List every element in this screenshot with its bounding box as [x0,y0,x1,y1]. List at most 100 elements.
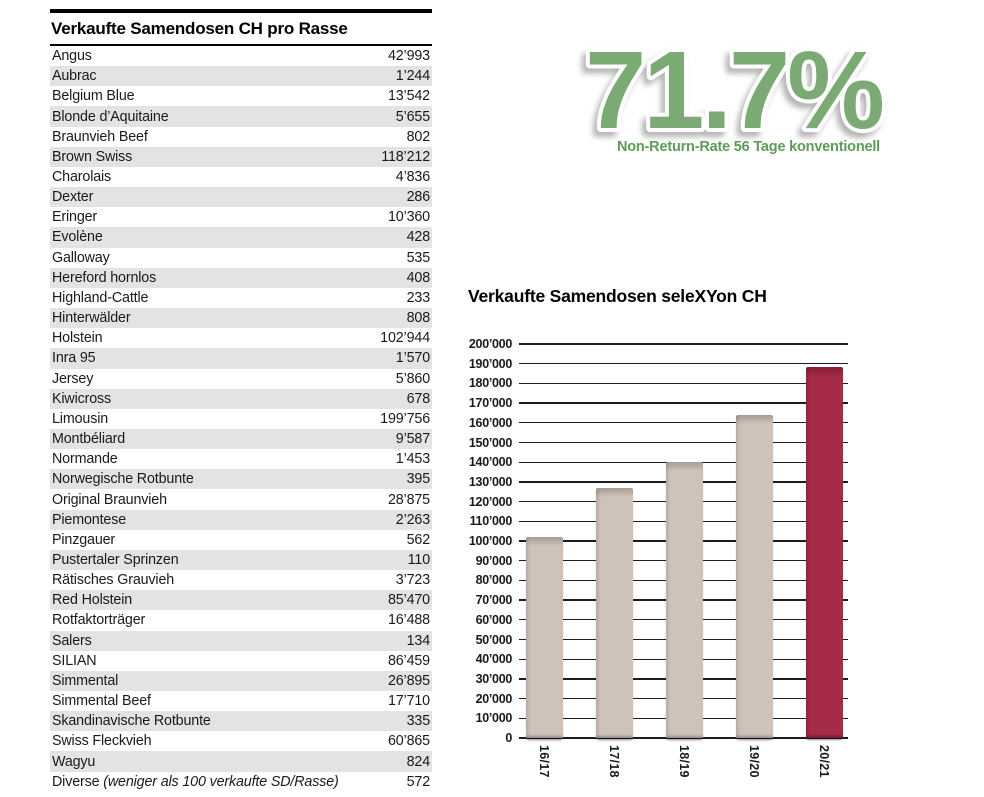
table-row: Holstein 102’944 [50,328,432,348]
breed-value: 395 [406,471,431,488]
breed-value: 26’895 [387,672,430,689]
y-axis-tick-label: 110’000 [469,514,513,529]
y-axis-tick-label: 170’000 [468,396,512,411]
breed-name: Wagyu [52,753,96,770]
table-row: Wagyu 824 [50,751,432,772]
breed-name: Highland-Cattle [52,289,149,306]
breed-value: 85’470 [387,592,430,609]
breed-name: Salers [52,632,92,649]
table-row: Rätisches Grauvieh 3’723 [50,570,432,590]
breed-value: 110 [407,551,430,568]
y-axis-tick-label: 0 [505,731,512,745]
breed-value: 808 [406,310,431,327]
breed-value: 1’570 [395,350,430,367]
breed-name: Kiwicross [52,390,112,407]
breed-value: 13’542 [387,88,430,105]
breed-value: 102’944 [380,330,430,347]
breed-name: Red Holstein [52,592,133,609]
breed-value: 5’860 [395,370,430,387]
breed-name: Inra 95 [52,350,96,367]
breed-value: 5’655 [395,108,430,125]
y-axis-tick-label: 40’000 [475,652,513,667]
gridline [519,402,848,404]
table-row: Eringer 10’360 [50,207,432,227]
breed-table-body: Angus 42’993 Aubrac 1’244 Belgium Blue 13’542… [50,46,432,792]
non-return-rate-figure: 71.7% [581,25,889,156]
table-row: Aubrac 1’244 [50,66,432,87]
table-row: Pinzgauer 562 [50,530,432,550]
gridline [519,343,848,345]
breed-value: 28’875 [387,491,430,508]
breed-value: 678 [406,390,431,407]
breed-value: 17’710 [387,693,430,710]
breed-name: Holstein [52,330,103,347]
chart-plot-area [519,343,848,739]
y-axis-tick-label: 20’000 [475,691,513,706]
bar [526,537,563,738]
breed-value: 572 [406,773,431,790]
breed-name: Normande [52,451,118,468]
breed-name: Diverse (weniger als 100 verkaufte SD/Ra… [52,773,339,790]
breed-value: 562 [406,531,431,548]
breed-name: Skandinavische Rotbunte [52,713,211,730]
breed-name: Aubrac [52,68,97,85]
breed-name: Evolène [52,229,103,246]
table-row: Inra 95 1’570 [50,348,432,369]
breed-name: Blonde d’Aquitaine [52,108,169,125]
bar [596,487,633,738]
table-row: Kiwicross 678 [50,388,432,409]
breed-name: Belgium Blue [52,88,135,105]
breed-name: Limousin [52,410,109,427]
breed-name: Simmental Beef [52,693,151,710]
breed-table: Verkaufte Samendosen CH pro Rasse Angus 4… [50,9,432,792]
x-axis-tick-label: 17/18 [607,745,621,778]
breed-value: 2’263 [395,511,430,528]
non-return-rate-value: 71.7% [585,29,882,152]
breed-value: 199’756 [380,410,430,427]
gridline [519,382,848,385]
breed-name: Rätisches Grauvieh [52,572,175,589]
breed-name: Swiss Fleckvieh [52,733,152,750]
y-axis-tick-label: 50’000 [475,632,513,647]
breed-name: Dexter [52,189,94,206]
x-axis-tick-label: 19/20 [747,745,761,778]
breed-name: Pinzgauer [52,531,116,548]
table-row: Montbéliard 9’587 [50,428,432,450]
breed-value: 3’723 [395,572,430,589]
breed-name: Hinterwälder [52,310,131,327]
bar [666,462,703,738]
y-axis-tick-label: 200’000 [468,337,512,351]
breed-value: 408 [406,269,431,286]
y-axis-tick-label: 150’000 [468,435,512,450]
y-axis-tick-label: 190’000 [468,356,512,371]
breed-value: 535 [406,249,431,266]
breed-value: 1’453 [395,451,430,468]
x-axis-tick-label: 18/19 [677,745,691,778]
breed-name: Original Braunvieh [52,491,167,508]
table-row: Piemontese 2’263 [50,509,432,530]
breed-value: 4’836 [395,169,430,186]
chart-x-axis: 16/17 17/18 18/19 19/20 20/21 [519,745,848,797]
chart-y-axis: 0 10’000 20’000 30’000 40’000 50’000 60’000 70’… [440,337,513,745]
table-row: Limousin 199’756 [50,409,432,429]
breed-name: Pustertaler Sprinzen [52,551,179,568]
x-axis-tick-label: 20/21 [817,745,831,778]
table-row: Galloway 535 [50,248,432,268]
table-row: Belgium Blue 13’542 [50,86,432,106]
y-axis-tick-label: 70’000 [475,593,513,608]
breed-note: (weniger als 100 verkaufte SD/Rasse) [99,773,339,790]
table-row: Hereford hornlos 408 [50,267,432,288]
breed-value: 42’993 [387,48,430,65]
breed-name: Eringer [52,209,98,226]
y-axis-tick-label: 120’000 [468,494,512,509]
gridline [519,422,848,424]
table-row: Red Holstein 85’470 [50,590,432,611]
breed-value: 428 [406,229,431,246]
breed-name: Simmental [52,672,119,689]
gridline [519,441,848,444]
bar [736,414,773,738]
breed-table-title: Verkaufte Samendosen CH pro Rasse [50,9,432,46]
breed-value: 233 [406,289,431,306]
y-axis-tick-label: 130’000 [468,474,512,489]
table-row: Angus 42’993 [50,46,432,66]
